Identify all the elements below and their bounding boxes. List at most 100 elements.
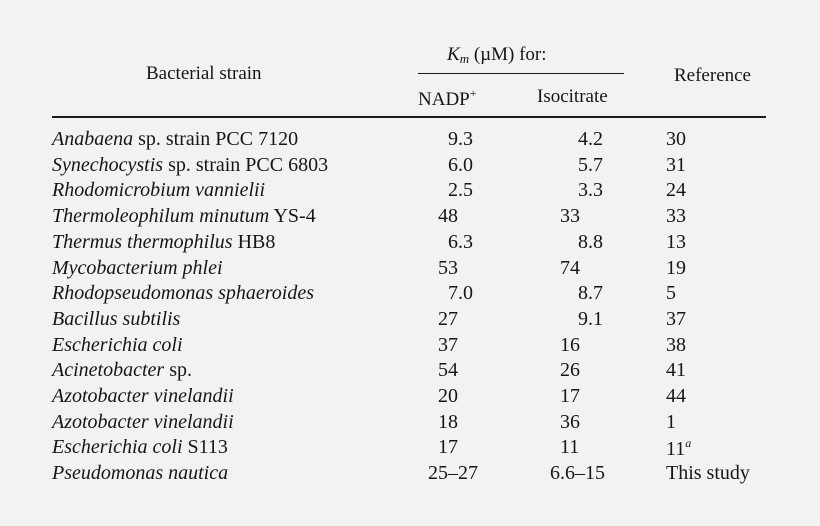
strain-cell: Mycobacterium phlei: [52, 258, 223, 278]
strain-name-italic: Azotobacter vinelandii: [52, 411, 234, 433]
strain-name-plain: sp. strain PCC 7120: [133, 128, 299, 150]
nadp-km-cell: 18: [438, 411, 458, 433]
nadp-km-cell: 17: [438, 436, 458, 458]
reference-cell: 41: [666, 360, 686, 380]
header-nadp-label: NADP: [418, 89, 470, 110]
strain-name-italic: Rhodopseudomonas sphaeroides: [52, 282, 315, 304]
strain-cell: Escherichia coli: [52, 335, 183, 355]
header-nadp: NADP+: [418, 87, 477, 109]
reference-number: 30: [666, 128, 686, 150]
reference-number: 11: [666, 438, 686, 460]
reference-number: 19: [666, 257, 686, 279]
header-km-group: Km (µM) for:: [447, 45, 547, 65]
nadp-km-cell: 9.3: [448, 128, 473, 150]
km-subscript: m: [459, 51, 470, 66]
strain-cell: Azotobacter vinelandii: [52, 412, 234, 432]
reference-cell: 11a: [666, 437, 691, 459]
nadp-km-cell: 6.0: [448, 154, 473, 176]
reference-cell: 1: [666, 412, 676, 432]
strain-cell: Rhodopseudomonas sphaeroides: [52, 283, 314, 303]
strain-name-italic: Acinetobacter: [52, 359, 165, 381]
isocitrate-km-cell: 33: [560, 205, 580, 227]
reference-cell: 31: [666, 155, 686, 175]
isocitrate-km-cell: 3.3: [578, 179, 603, 201]
strain-cell: Escherichia coli S113: [52, 437, 228, 457]
reference-number: 41: [666, 359, 686, 381]
strain-name-plain: S113: [182, 436, 228, 458]
header-isocitrate: Isocitrate: [537, 86, 608, 107]
reference-number: 31: [666, 154, 686, 176]
isocitrate-km-cell: 4.2: [578, 128, 603, 150]
reference-cell: 44: [666, 386, 686, 406]
reference-number: 33: [666, 205, 686, 227]
reference-footnote-marker: a: [685, 436, 692, 450]
strain-cell: Synechocystis sp. strain PCC 6803: [52, 155, 328, 175]
strain-cell: Rhodomicrobium vannielii: [52, 180, 265, 200]
nadp-km-cell: 48: [438, 205, 458, 227]
nadp-km-cell: 7.0: [448, 282, 473, 304]
nadp-km-cell: 20: [438, 385, 458, 407]
nadp-km-cell: 25–27: [428, 462, 478, 484]
header-nadp-superscript: +: [469, 86, 477, 100]
header-bacterial-strain: Bacterial strain: [146, 63, 262, 84]
strain-name-italic: Rhodomicrobium vannielii: [52, 179, 266, 201]
isocitrate-km-cell: 16: [560, 334, 580, 356]
isocitrate-km-cell: 11: [560, 436, 580, 458]
isocitrate-km-cell: 9.1: [578, 308, 603, 330]
reference-cell: 24: [666, 180, 686, 200]
nadp-km-cell: 53: [438, 257, 458, 279]
reference-cell: 19: [666, 258, 686, 278]
nadp-km-cell: 37: [438, 334, 458, 356]
isocitrate-km-cell: 8.8: [578, 231, 603, 253]
strain-name-plain: sp. strain PCC 6803: [163, 154, 329, 176]
strain-name-plain: HB8: [232, 231, 276, 253]
reference-number: 38: [666, 334, 686, 356]
strain-name-italic: Thermus thermophilus: [52, 231, 233, 253]
isocitrate-km-cell: 74: [560, 257, 580, 279]
strain-name-italic: Pseudomonas nautica: [52, 462, 229, 484]
isocitrate-km-cell: 17: [560, 385, 580, 407]
nadp-km-cell: 27: [438, 308, 458, 330]
strain-cell: Bacillus subtilis: [52, 309, 180, 329]
strain-name-plain: YS-4: [269, 205, 316, 227]
strain-name-italic: Azotobacter vinelandii: [52, 385, 234, 407]
strain-cell: Acinetobacter sp.: [52, 360, 192, 380]
isocitrate-km-cell: 5.7: [578, 154, 603, 176]
strain-name-italic: Escherichia coli: [52, 334, 183, 356]
strain-cell: Azotobacter vinelandii: [52, 386, 234, 406]
isocitrate-km-cell: 36: [560, 411, 580, 433]
reference-cell: 38: [666, 335, 686, 355]
strain-cell: Thermus thermophilus HB8: [52, 232, 275, 252]
strain-cell: Anabaena sp. strain PCC 7120: [52, 129, 298, 149]
reference-number: 1: [666, 411, 676, 433]
reference-cell: This study: [666, 463, 750, 483]
header-reference: Reference: [674, 65, 751, 86]
reference-number: 13: [666, 231, 686, 253]
strain-name-plain: sp.: [164, 359, 192, 381]
reference-cell: 33: [666, 206, 686, 226]
strain-cell: Thermoleophilum minutum YS-4: [52, 206, 316, 226]
km-group-rule: [418, 73, 624, 74]
reference-cell: 13: [666, 232, 686, 252]
strain-name-italic: Anabaena: [52, 128, 134, 150]
nadp-km-cell: 6.3: [448, 231, 473, 253]
km-symbol: K: [447, 44, 460, 65]
header-bottom-rule: [52, 116, 766, 118]
strain-name-italic: Thermoleophilum minutum: [52, 205, 270, 227]
strain-name-italic: Escherichia coli: [52, 436, 183, 458]
nadp-km-cell: 2.5: [448, 179, 473, 201]
km-suffix: (µM) for:: [473, 44, 547, 65]
strain-name-italic: Synechocystis: [52, 154, 164, 176]
isocitrate-km-cell: 6.6–15: [550, 462, 605, 484]
reference-number: 5: [666, 282, 676, 304]
strain-name-italic: Mycobacterium phlei: [52, 257, 223, 279]
nadp-km-cell: 54: [438, 359, 458, 381]
isocitrate-km-cell: 8.7: [578, 282, 603, 304]
reference-number: 44: [666, 385, 686, 407]
reference-number: This study: [666, 462, 750, 484]
reference-cell: 37: [666, 309, 686, 329]
reference-number: 37: [666, 308, 686, 330]
reference-cell: 5: [666, 283, 676, 303]
reference-number: 24: [666, 179, 686, 201]
